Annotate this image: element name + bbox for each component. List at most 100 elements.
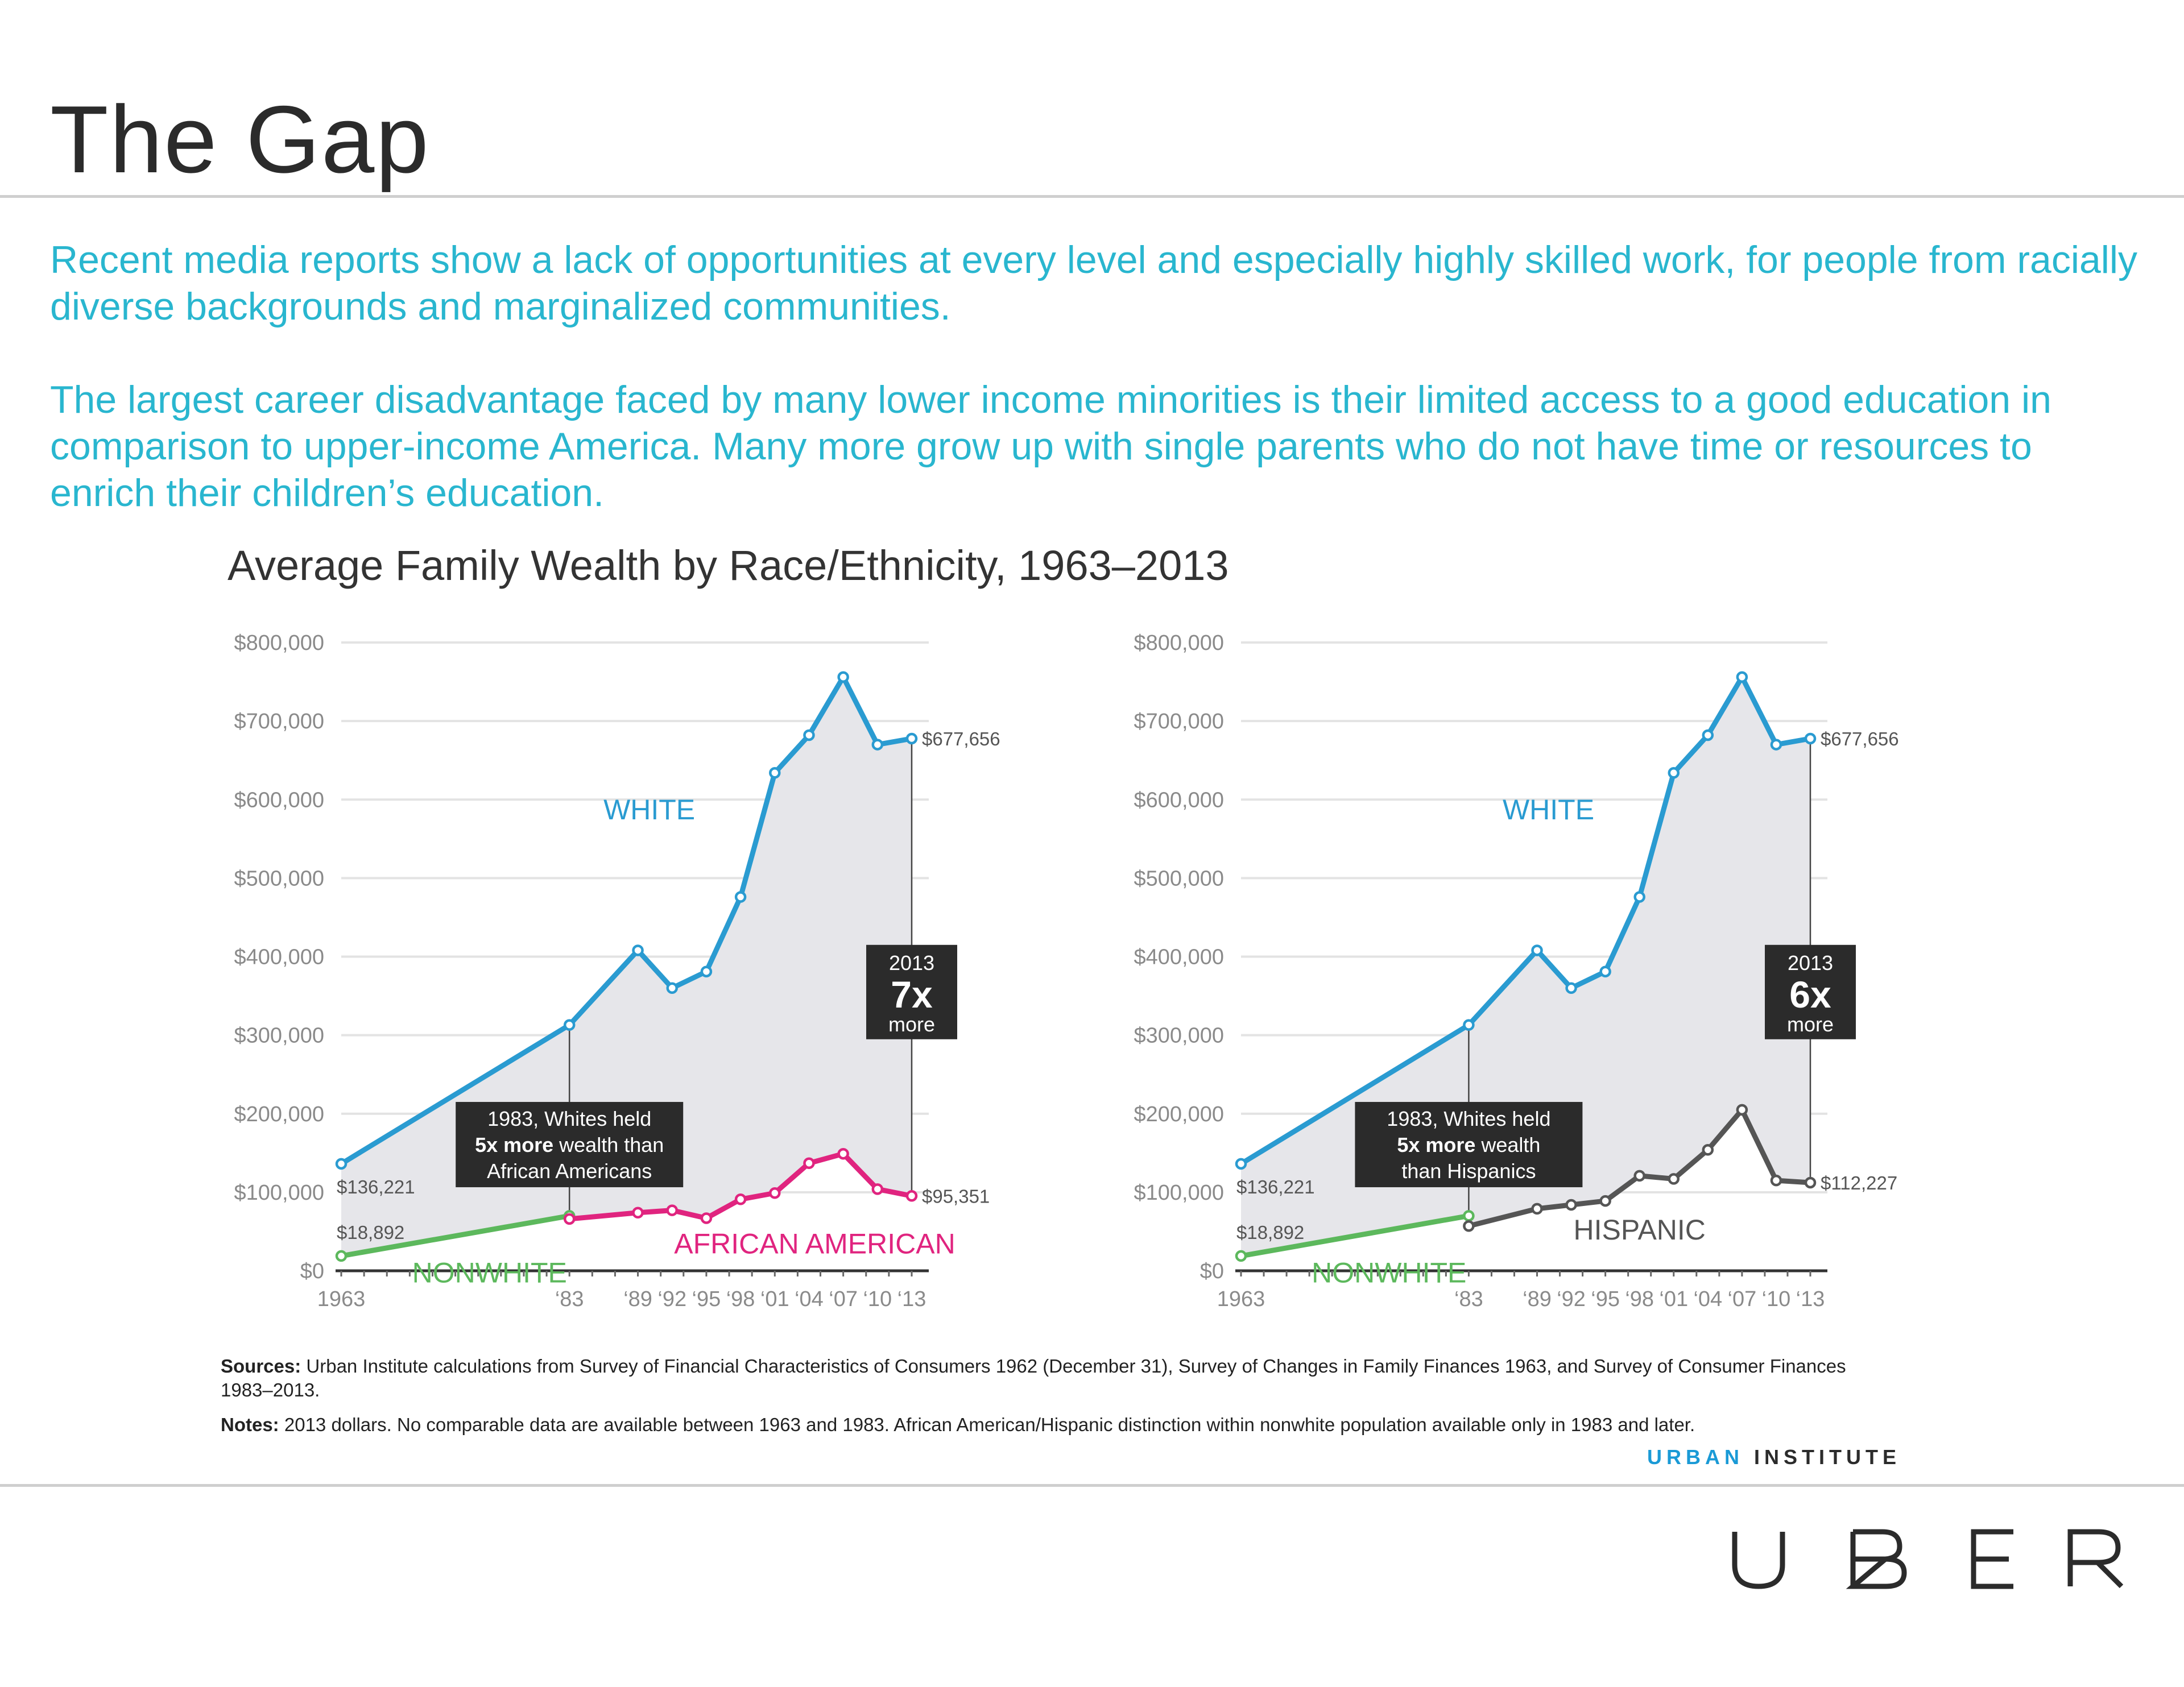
annotation-text-1983: than Hispanics bbox=[1401, 1159, 1536, 1183]
notes-text: 2013 dollars. No comparable data are ava… bbox=[284, 1414, 1695, 1435]
data-point bbox=[1633, 891, 1645, 903]
annotation-box-2013 bbox=[1765, 944, 1856, 1039]
annotation-text-1983: African Americans bbox=[487, 1159, 652, 1183]
data-point bbox=[1633, 1170, 1645, 1182]
data-point bbox=[1736, 1104, 1748, 1116]
value-label-nonwhite-start: $18,892 bbox=[1236, 1222, 1304, 1243]
series-label-nonwhite: NONWHITE bbox=[412, 1257, 567, 1289]
x-tick-label: ‘04 bbox=[795, 1287, 824, 1311]
data-point bbox=[1599, 1195, 1611, 1207]
data-point bbox=[1770, 739, 1782, 751]
data-point bbox=[666, 1204, 678, 1216]
y-tick-label: $500,000 bbox=[1134, 867, 1225, 890]
x-tick-label: 1963 bbox=[1217, 1287, 1265, 1311]
data-point bbox=[905, 1190, 918, 1202]
x-tick-label: ‘98 bbox=[726, 1287, 755, 1311]
x-tick-label: ‘13 bbox=[1796, 1287, 1825, 1311]
series-label-white: WHITE bbox=[1503, 794, 1594, 826]
data-point bbox=[1531, 1203, 1543, 1215]
intro-paragraph-1: Recent media reports show a lack of oppo… bbox=[50, 238, 2137, 328]
data-point bbox=[1565, 1199, 1577, 1211]
wealth-chart-hispanic: $0 $100,000 $200,000 $300,000 $400,000 $500,0… bbox=[1134, 631, 1899, 1311]
x-tick-label: ‘98 bbox=[1625, 1287, 1654, 1311]
x-tick-label: ‘01 bbox=[1659, 1287, 1688, 1311]
y-tick-label: $400,000 bbox=[234, 946, 325, 969]
value-label-white-end: $677,656 bbox=[1821, 728, 1899, 749]
x-tick-label: ‘04 bbox=[1693, 1287, 1722, 1311]
y-tick-label: $100,000 bbox=[234, 1181, 325, 1205]
annotation-box-1983 bbox=[456, 1102, 684, 1188]
data-point bbox=[837, 671, 849, 683]
x-tick-label: ‘07 bbox=[1728, 1287, 1757, 1311]
x-tick-label: ‘92 bbox=[1557, 1287, 1586, 1311]
y-tick-label: $700,000 bbox=[234, 710, 325, 733]
y-tick-label: $200,000 bbox=[1134, 1102, 1225, 1126]
y-tick-label: $300,000 bbox=[1134, 1024, 1225, 1048]
notes-note: Notes: 2013 dollars. No comparable data … bbox=[221, 1413, 1859, 1437]
x-tick-label: ‘13 bbox=[897, 1287, 926, 1311]
data-point bbox=[1531, 944, 1543, 956]
sources-text: Urban Institute calculations from Survey… bbox=[221, 1356, 1846, 1400]
top-divider bbox=[0, 195, 2184, 198]
annotation-year-2013: 2013 bbox=[889, 951, 934, 975]
annotation-year-2013: 2013 bbox=[1788, 951, 1833, 975]
data-point bbox=[700, 965, 713, 977]
sources-note: Sources: Urban Institute calculations fr… bbox=[221, 1354, 1859, 1402]
uber-logo bbox=[1732, 1529, 2124, 1589]
wealth-chart-african-american: $0 $100,000 $200,000 $300,000 $400,000 $500,0… bbox=[234, 631, 1000, 1311]
annotation-box-2013 bbox=[866, 944, 957, 1039]
x-tick-label: ‘83 bbox=[1454, 1287, 1483, 1311]
x-tick-label: ‘95 bbox=[692, 1287, 721, 1311]
series-line-hispanic bbox=[1468, 1107, 1811, 1229]
annotation-text-1983: 1983, Whites held bbox=[487, 1107, 651, 1130]
data-point bbox=[335, 1158, 348, 1170]
data-point bbox=[803, 1157, 815, 1170]
data-point bbox=[1235, 1250, 1247, 1262]
urban-institute-logo: URBAN INSTITUTE bbox=[1647, 1445, 1901, 1469]
annotation-text-1983: 5x more wealth bbox=[1397, 1133, 1540, 1157]
value-label-nonwhite-start: $18,892 bbox=[337, 1222, 404, 1243]
annotation-text-1983: 1983, Whites held bbox=[1387, 1107, 1550, 1130]
series-label-minority: HISPANIC bbox=[1573, 1214, 1705, 1246]
data-point bbox=[1668, 767, 1680, 779]
data-point bbox=[734, 1193, 747, 1205]
value-label-minority-end: $95,351 bbox=[922, 1186, 990, 1207]
y-tick-label: $200,000 bbox=[234, 1102, 325, 1126]
y-tick-label: $800,000 bbox=[1134, 631, 1225, 655]
data-point bbox=[1770, 1174, 1782, 1187]
data-point bbox=[1736, 671, 1748, 683]
x-tick-label: ‘10 bbox=[1762, 1287, 1791, 1311]
notes-label: Notes: bbox=[221, 1414, 279, 1435]
y-tick-label: $700,000 bbox=[1134, 710, 1225, 733]
data-point bbox=[1702, 729, 1714, 741]
data-point bbox=[1668, 1173, 1680, 1185]
data-point bbox=[700, 1212, 713, 1224]
data-point bbox=[1463, 1220, 1475, 1232]
annotation-multiplier-2013: 6x bbox=[1789, 973, 1831, 1015]
chart-title: Average Family Wealth by Race/Ethnicity,… bbox=[228, 542, 1229, 589]
y-tick-label: $800,000 bbox=[234, 631, 325, 655]
data-point bbox=[1804, 1176, 1817, 1189]
data-point bbox=[335, 1250, 348, 1262]
value-label-white-start: $136,221 bbox=[1236, 1176, 1315, 1197]
data-point bbox=[837, 1147, 849, 1160]
annotation-more-2013: more bbox=[888, 1013, 935, 1036]
x-tick-label: ‘95 bbox=[1591, 1287, 1620, 1311]
series-line-nonwhite bbox=[1240, 1213, 1470, 1259]
data-point bbox=[666, 982, 678, 994]
x-tick-label: ‘83 bbox=[555, 1287, 584, 1311]
data-point bbox=[632, 944, 644, 956]
annotation-multiplier-2013: 7x bbox=[891, 973, 933, 1015]
x-tick-label: ‘89 bbox=[1523, 1287, 1552, 1311]
data-point bbox=[1599, 965, 1611, 977]
data-point bbox=[563, 1019, 576, 1031]
x-tick-label: ‘07 bbox=[829, 1287, 858, 1311]
data-point bbox=[871, 1183, 884, 1195]
data-point bbox=[1565, 982, 1577, 994]
data-point bbox=[632, 1207, 644, 1219]
series-label-minority: AFRICAN AMERICAN bbox=[674, 1228, 956, 1260]
sources-label: Sources: bbox=[221, 1356, 301, 1377]
x-tick-label: 1963 bbox=[317, 1287, 366, 1311]
value-label-white-start: $136,221 bbox=[337, 1176, 415, 1197]
bottom-divider bbox=[0, 1484, 2184, 1487]
